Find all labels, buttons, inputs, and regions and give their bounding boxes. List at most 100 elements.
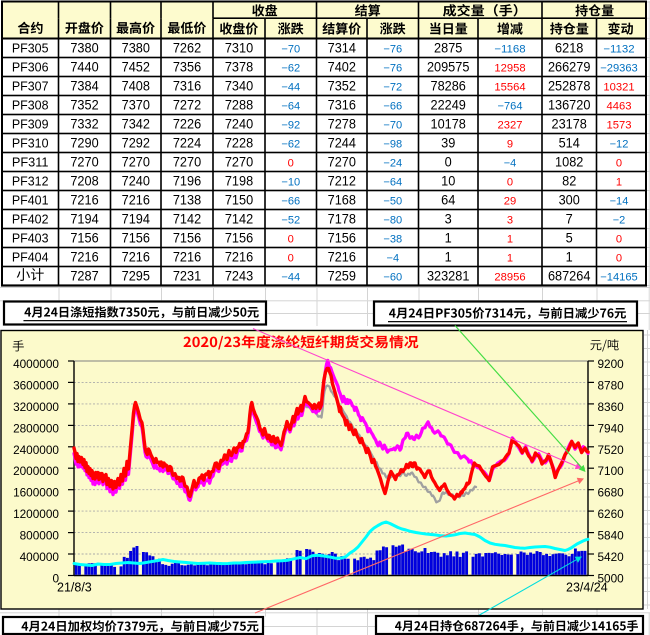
svg-text:−4: −4: [504, 158, 517, 170]
svg-text:−76: −76: [383, 44, 402, 56]
svg-text:0: 0: [445, 155, 453, 170]
svg-text:7243: 7243: [225, 269, 253, 284]
svg-text:800000: 800000: [20, 529, 60, 543]
svg-text:−62: −62: [281, 139, 300, 151]
svg-text:−38: −38: [383, 234, 402, 246]
svg-text:−92: −92: [281, 120, 300, 132]
svg-text:7196: 7196: [173, 174, 201, 189]
svg-text:7156: 7156: [173, 231, 201, 246]
svg-text:PF403: PF403: [12, 231, 49, 246]
svg-text:7216: 7216: [122, 193, 150, 208]
svg-text:−44: −44: [281, 82, 300, 94]
svg-text:7240: 7240: [122, 174, 151, 189]
svg-text:5840: 5840: [598, 529, 625, 543]
svg-text:PF402: PF402: [12, 212, 49, 227]
svg-text:2400000: 2400000: [13, 443, 59, 457]
svg-text:7240: 7240: [225, 117, 254, 132]
svg-text:−14: −14: [610, 196, 629, 208]
svg-text:3: 3: [507, 215, 513, 227]
svg-text:5420: 5420: [598, 550, 625, 564]
svg-text:PF310: PF310: [12, 136, 49, 151]
svg-text:−29363: −29363: [600, 63, 638, 75]
svg-text:0: 0: [288, 158, 294, 170]
svg-text:7440: 7440: [70, 60, 99, 75]
svg-text:1200000: 1200000: [13, 507, 59, 521]
svg-text:0: 0: [507, 177, 513, 189]
svg-text:29: 29: [504, 196, 517, 208]
svg-text:7288: 7288: [225, 98, 253, 113]
svg-text:252878: 252878: [548, 79, 591, 94]
svg-text:7295: 7295: [122, 269, 150, 284]
svg-text:7231: 7231: [173, 269, 201, 284]
svg-text:1: 1: [616, 177, 622, 189]
svg-text:23178: 23178: [552, 117, 587, 132]
svg-text:7194: 7194: [122, 212, 151, 227]
svg-text:7356: 7356: [173, 60, 201, 75]
svg-text:−70: −70: [383, 120, 402, 132]
svg-text:64: 64: [441, 193, 456, 208]
svg-text:−2: −2: [613, 215, 626, 227]
svg-text:7194: 7194: [70, 212, 99, 227]
svg-text:−80: −80: [383, 215, 402, 227]
svg-text:0: 0: [616, 253, 622, 265]
svg-text:7259: 7259: [328, 269, 356, 284]
svg-text:−66: −66: [383, 101, 402, 113]
svg-text:7208: 7208: [70, 174, 98, 189]
svg-text:−66: −66: [281, 196, 300, 208]
svg-text:7270: 7270: [328, 155, 357, 170]
svg-text:6218: 6218: [555, 41, 583, 56]
svg-text:7216: 7216: [70, 250, 98, 265]
svg-text:10321: 10321: [603, 82, 634, 94]
svg-text:7310: 7310: [225, 41, 254, 56]
svg-text:−764: −764: [498, 101, 523, 113]
svg-text:7168: 7168: [328, 193, 356, 208]
svg-text:7224: 7224: [173, 136, 202, 151]
svg-text:7150: 7150: [225, 193, 254, 208]
svg-text:7316: 7316: [328, 98, 356, 113]
svg-text:78286: 78286: [431, 79, 466, 94]
svg-text:7314: 7314: [328, 41, 357, 56]
svg-text:209575: 209575: [427, 60, 470, 75]
svg-text:−62: −62: [281, 63, 300, 75]
svg-text:8360: 8360: [598, 400, 625, 414]
svg-text:15564: 15564: [494, 82, 525, 94]
svg-text:5000: 5000: [598, 572, 625, 586]
svg-text:400000: 400000: [20, 550, 60, 564]
svg-text:10: 10: [441, 174, 456, 189]
svg-text:39: 39: [441, 136, 455, 151]
svg-text:7384: 7384: [70, 79, 99, 94]
svg-text:1082: 1082: [555, 155, 583, 170]
svg-text:7370: 7370: [122, 98, 151, 113]
svg-text:7142: 7142: [173, 212, 201, 227]
svg-text:5: 5: [566, 231, 573, 246]
svg-text:7216: 7216: [122, 250, 150, 265]
svg-text:−76: −76: [383, 63, 402, 75]
svg-text:7278: 7278: [328, 117, 356, 132]
svg-text:1573: 1573: [607, 120, 632, 132]
svg-text:PF309: PF309: [12, 117, 49, 132]
svg-text:−24: −24: [383, 158, 402, 170]
svg-text:0: 0: [52, 572, 59, 586]
svg-text:7290: 7290: [70, 136, 99, 151]
svg-text:−60: −60: [383, 272, 402, 284]
svg-text:−10: −10: [281, 177, 300, 189]
svg-text:PF306: PF306: [12, 60, 49, 75]
svg-text:7244: 7244: [328, 136, 357, 151]
svg-text:7198: 7198: [225, 174, 253, 189]
svg-text:7156: 7156: [225, 231, 253, 246]
svg-text:1: 1: [566, 250, 573, 265]
svg-text:136720: 136720: [548, 98, 591, 113]
svg-text:1: 1: [445, 231, 452, 246]
svg-text:2800000: 2800000: [13, 421, 59, 435]
svg-text:−64: −64: [383, 177, 402, 189]
svg-text:−52: −52: [281, 215, 300, 227]
svg-text:12958: 12958: [494, 63, 525, 75]
svg-text:4463: 4463: [607, 101, 632, 113]
svg-text:−1168: −1168: [494, 44, 525, 56]
svg-text:3: 3: [445, 212, 452, 227]
svg-text:514: 514: [559, 136, 581, 151]
svg-text:−14165: −14165: [600, 272, 638, 284]
svg-text:7138: 7138: [173, 193, 201, 208]
svg-text:7380: 7380: [70, 41, 99, 56]
svg-text:−44: −44: [281, 272, 300, 284]
